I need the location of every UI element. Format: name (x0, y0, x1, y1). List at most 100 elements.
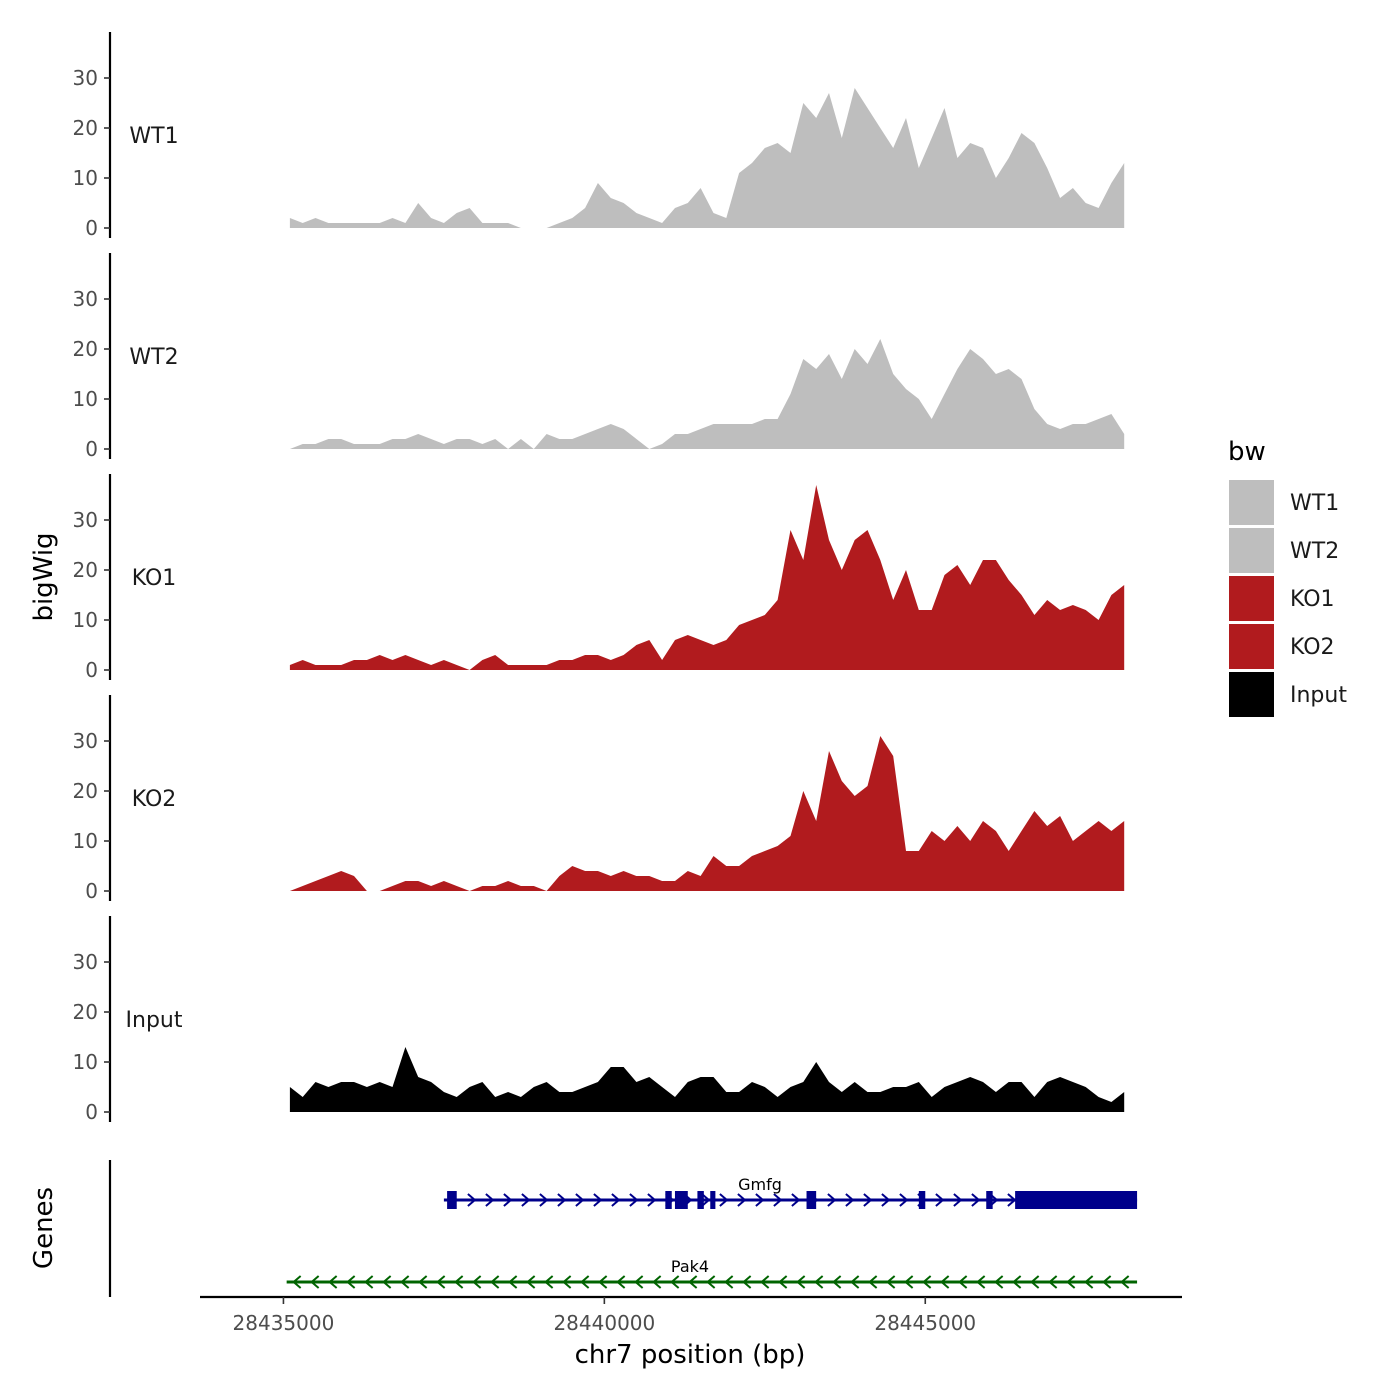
strand-arrow (701, 1193, 711, 1207)
y-tick-label: 10 (73, 608, 98, 632)
strand-arrow (737, 1193, 747, 1207)
exon (710, 1191, 716, 1209)
track-wt2: 0 10 20 30 WT2 (73, 253, 1125, 461)
legend-entry-wt2: WT2 (1229, 528, 1339, 573)
strand-arrow (868, 1275, 878, 1289)
strand-arrow (544, 1275, 554, 1289)
exon (918, 1191, 926, 1209)
area-input (289, 1047, 1125, 1112)
y-tick-label: 10 (73, 1050, 98, 1074)
strand-arrow (724, 1275, 734, 1289)
strand-arrow (845, 1193, 855, 1207)
strand-arrow (1120, 1275, 1130, 1289)
strand-arrow (593, 1193, 603, 1207)
strand-arrow (850, 1275, 860, 1289)
legend-entry-input: Input (1229, 672, 1347, 717)
y-tick-label: 20 (73, 116, 98, 140)
legend-entry-wt1: WT1 (1229, 480, 1339, 525)
signal-tracks: 0 10 20 30 WT1 0 10 20 30 WT2 0 10 20 30 KO1 0 10 20 30 KO2… (73, 32, 1125, 1124)
legend-label: WT1 (1290, 491, 1339, 516)
legend-label: Input (1290, 683, 1347, 708)
y-axis-label-genes: Genes (29, 1187, 59, 1269)
y-tick-label: 10 (73, 387, 98, 411)
strand-arrow (364, 1275, 374, 1289)
strand-arrow (310, 1275, 320, 1289)
strand-arrow (467, 1193, 477, 1207)
strand-arrow (292, 1275, 302, 1289)
y-tick-label: 30 (73, 729, 98, 753)
legend-swatch (1229, 480, 1274, 525)
strand-arrow (508, 1275, 518, 1289)
strand-arrow (1066, 1275, 1076, 1289)
strand-arrow (575, 1193, 585, 1207)
y-tick-label: 30 (73, 950, 98, 974)
y-tick-label: 30 (73, 287, 98, 311)
legend-swatch (1229, 576, 1274, 621)
strand-arrow (670, 1275, 680, 1289)
strand-arrow (436, 1275, 446, 1289)
strand-arrow (400, 1275, 410, 1289)
strand-arrow (953, 1193, 963, 1207)
strand-arrow (346, 1275, 356, 1289)
strand-arrow (454, 1275, 464, 1289)
strand-arrow (922, 1275, 932, 1289)
strand-arrow (827, 1193, 837, 1207)
strand-arrow (557, 1193, 567, 1207)
track-ko1: 0 10 20 30 KO1 (73, 474, 1125, 682)
strand-arrow (760, 1275, 770, 1289)
strand-arrow (616, 1275, 626, 1289)
strand-arrow (688, 1275, 698, 1289)
area-wt2 (289, 339, 1125, 449)
genes-panel: Gmfg Pak4 (108, 1160, 1138, 1297)
track-label-wt1: WT1 (129, 124, 178, 149)
strand-arrow (382, 1275, 392, 1289)
exon (1015, 1191, 1138, 1209)
track-label-ko2: KO2 (132, 787, 177, 812)
y-tick-label: 20 (73, 337, 98, 361)
strand-arrow (881, 1193, 891, 1207)
strand-arrow (755, 1193, 765, 1207)
strand-arrow (796, 1275, 806, 1289)
strand-arrow (629, 1193, 639, 1207)
y-tick-label: 0 (85, 879, 98, 903)
strand-arrow (976, 1275, 986, 1289)
y-tick-label: 10 (73, 829, 98, 853)
exon (665, 1191, 672, 1209)
strand-arrow (521, 1193, 531, 1207)
x-tick-label: 28440000 (553, 1311, 655, 1335)
strand-arrow (832, 1275, 842, 1289)
strand-arrow (886, 1275, 896, 1289)
strand-arrow (899, 1193, 909, 1207)
strand-arrow (598, 1275, 608, 1289)
track-ko2: 0 10 20 30 KO2 (73, 695, 1125, 903)
gene-pak4: Pak4 (286, 1257, 1138, 1289)
track-label-input: Input (126, 1008, 183, 1033)
strand-arrow (958, 1275, 968, 1289)
y-tick-label: 30 (73, 66, 98, 90)
track-label-wt2: WT2 (129, 345, 178, 370)
track-input: 0 10 20 30 Input (73, 916, 1125, 1124)
strand-arrow (652, 1275, 662, 1289)
strand-arrow (1012, 1275, 1022, 1289)
y-tick-label: 0 (85, 437, 98, 461)
x-axis-label: chr7 position (bp) (575, 1340, 806, 1370)
y-tick-label: 20 (73, 1000, 98, 1024)
legend-label: KO1 (1290, 587, 1335, 612)
gene-label: Gmfg (738, 1175, 782, 1194)
strand-arrow (490, 1275, 500, 1289)
strand-arrow (634, 1275, 644, 1289)
area-ko1 (289, 485, 1125, 670)
strand-arrow (863, 1193, 873, 1207)
y-tick-label: 30 (73, 508, 98, 532)
exon (674, 1191, 688, 1209)
strand-arrow (526, 1275, 536, 1289)
y-tick-label: 0 (85, 658, 98, 682)
strand-arrow (706, 1275, 716, 1289)
y-tick-label: 10 (73, 166, 98, 190)
exon (986, 1191, 993, 1209)
track-label-ko1: KO1 (132, 566, 177, 591)
y-tick-label: 0 (85, 216, 98, 240)
legend-swatch (1229, 624, 1274, 669)
strand-arrow (503, 1193, 513, 1207)
